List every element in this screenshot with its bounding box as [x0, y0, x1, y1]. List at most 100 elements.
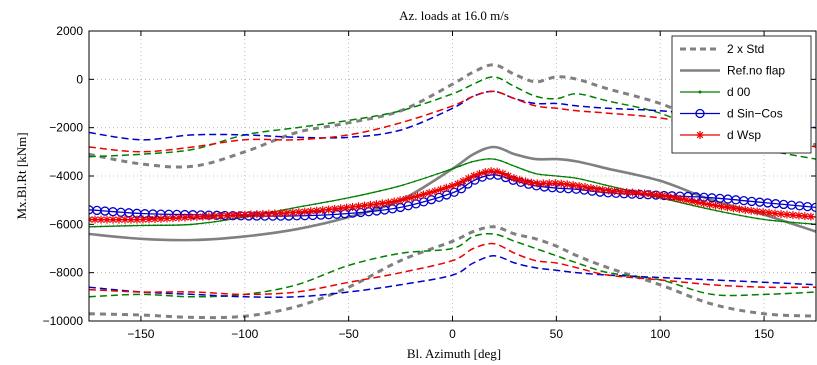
wsp-marker	[521, 177, 530, 186]
series-layer	[89, 63, 816, 320]
wsp-marker	[448, 181, 457, 190]
wsp-marker	[330, 204, 339, 213]
d00-marker	[499, 159, 502, 162]
d00-marker	[349, 196, 352, 199]
d00-marker	[780, 220, 783, 223]
wsp-marker	[604, 186, 613, 195]
wsp-marker	[759, 208, 768, 217]
d00-marker	[545, 174, 548, 177]
d00-marker	[551, 174, 554, 177]
d00-marker	[604, 184, 607, 186]
x-tick-label: 0	[449, 327, 456, 341]
d00-marker	[459, 165, 461, 167]
d00-marker	[494, 158, 496, 161]
x-axis-label: Bl. Azimuth [deg]	[407, 346, 501, 361]
d00-marker	[337, 198, 340, 201]
series-d-wsp	[89, 167, 816, 224]
d00-marker	[569, 176, 572, 179]
wsp-marker	[318, 206, 327, 215]
d00-marker	[453, 167, 456, 170]
wsp-marker	[753, 207, 762, 216]
d00-marker	[505, 162, 508, 164]
d00-marker	[154, 224, 156, 227]
d00-marker	[680, 201, 683, 204]
wsp-marker	[699, 199, 708, 208]
series-d-sin-cos	[89, 170, 816, 221]
x-axis: −150 −100 −50 0 50 100 150	[127, 31, 774, 341]
d00-marker	[447, 169, 450, 171]
d00-marker	[166, 224, 168, 227]
d00-marker	[213, 220, 216, 223]
legend-label: d Sin−Cos	[727, 107, 783, 121]
d00-marker	[284, 208, 287, 211]
wsp-marker	[222, 211, 231, 220]
wsp-marker	[658, 191, 667, 200]
wsp-marker	[396, 196, 405, 205]
wsp-marker	[682, 196, 691, 205]
d00-marker	[136, 224, 138, 227]
legend-item-d-sin-cos: d Sin−Cos	[680, 107, 783, 121]
legend: 2 x Std Ref.no flap d 00 d Sin−Cos d Wsp	[671, 35, 812, 154]
legend-box	[671, 35, 812, 154]
d00-marker	[739, 214, 741, 217]
series-d-wsp-2-std	[89, 90, 816, 153]
wsp-marker	[723, 203, 732, 212]
y-axis-label: Mx.Bl.Rt [kNm]	[14, 132, 29, 219]
d00-marker	[581, 178, 584, 181]
wsp-marker	[192, 212, 201, 221]
series-line	[89, 90, 816, 141]
x-tick-label: 50	[550, 327, 564, 341]
wsp-marker	[180, 213, 189, 222]
d00-marker	[207, 221, 210, 224]
d00-marker	[100, 225, 102, 228]
d00-marker	[332, 199, 334, 202]
legend-marker	[698, 90, 702, 94]
d00-marker	[587, 179, 589, 182]
wsp-marker	[794, 211, 803, 220]
d00-marker	[464, 162, 467, 165]
d00-marker	[616, 186, 619, 189]
legend-item-2-x-std: 2 x Std	[680, 42, 764, 56]
wsp-marker	[527, 178, 536, 187]
y-tick-label: −10000	[43, 314, 84, 328]
wsp-marker	[747, 206, 756, 215]
d00-marker	[476, 159, 479, 162]
y-axis: −10000 −8000 −6000 −4000 −2000 0 2000	[43, 24, 816, 328]
d00-marker	[610, 185, 613, 188]
d00-marker	[709, 208, 712, 211]
wsp-marker	[372, 200, 381, 209]
wsp-marker	[493, 167, 502, 176]
d00-marker	[721, 211, 724, 213]
wsp-marker	[108, 215, 117, 224]
plot-area	[89, 63, 816, 320]
wsp-marker	[469, 171, 478, 180]
wsp-marker	[509, 174, 518, 183]
series-d-wsp-2-std	[89, 242, 816, 296]
d00-marker	[598, 182, 601, 185]
wsp-marker	[664, 192, 673, 201]
wsp-marker	[670, 193, 679, 202]
d00-marker	[527, 170, 530, 173]
d00-marker	[482, 158, 485, 161]
y-tick-label: 2000	[56, 24, 83, 38]
d00-marker	[219, 220, 222, 222]
d00-marker	[733, 213, 736, 216]
series-line	[89, 90, 816, 153]
d00-marker	[202, 222, 204, 225]
d00-marker	[563, 175, 566, 178]
d00-marker	[786, 221, 789, 223]
wsp-marker	[240, 210, 249, 219]
d00-marker	[320, 202, 323, 204]
d00-marker	[419, 178, 422, 181]
x-tick-label: 150	[754, 327, 774, 341]
series-line	[89, 63, 816, 169]
legend-label: d Wsp	[727, 128, 761, 142]
series-ref-no-flap	[89, 145, 816, 242]
wsp-marker	[366, 200, 375, 209]
d00-marker	[792, 221, 795, 224]
legend-item-ref-no-flap: Ref.no flap	[680, 64, 785, 78]
wsp-marker	[475, 169, 484, 178]
wsp-marker	[676, 194, 685, 203]
wsp-marker	[693, 198, 702, 207]
legend-label: Ref.no flap	[727, 64, 785, 78]
